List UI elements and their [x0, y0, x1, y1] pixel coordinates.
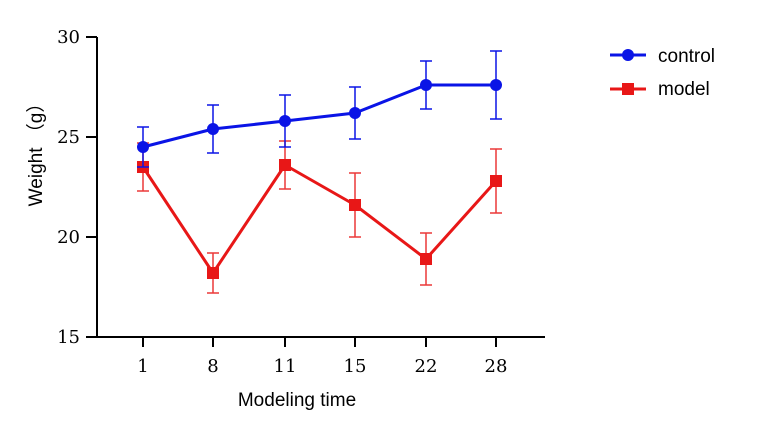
legend-control-label: control [658, 46, 715, 67]
control-point [420, 79, 432, 91]
legend-model-label: model [658, 79, 710, 100]
y-ticks: 15 20 25 30 [57, 27, 97, 348]
y-axis-title: Weight （g） [25, 94, 47, 207]
legend-item-model: model [610, 79, 710, 100]
control-point [137, 141, 149, 153]
legend: control model [610, 46, 715, 100]
model-point [420, 253, 432, 265]
model-point [490, 175, 502, 187]
model-point [349, 199, 361, 211]
control-line [142, 83, 496, 149]
model-point [279, 159, 291, 171]
legend-model-marker [622, 83, 634, 95]
x-tick-label: 22 [415, 356, 438, 377]
control-point [490, 79, 502, 91]
series-layer [137, 50, 502, 294]
x-tick-label: 11 [274, 356, 297, 377]
series-control [137, 50, 502, 168]
control-point [279, 115, 291, 127]
x-axis-title: Modeling time [238, 390, 356, 411]
y-tick-label: 30 [57, 27, 80, 48]
control-point [207, 123, 219, 135]
model-line [141, 163, 498, 275]
x-tick-label: 8 [207, 356, 218, 377]
axes [96, 37, 545, 338]
y-tick-label: 25 [57, 127, 80, 148]
y-tick-label: 15 [57, 327, 80, 348]
legend-item-control: control [610, 46, 715, 67]
series-model [137, 140, 502, 294]
legend-control-marker [622, 49, 634, 61]
x-tick-label: 1 [137, 356, 148, 377]
model-point [207, 267, 219, 279]
control-point [349, 107, 361, 119]
x-ticks: 1 8 11 15 22 28 [137, 337, 507, 377]
x-tick-label: 15 [344, 356, 367, 377]
y-tick-label: 20 [57, 227, 80, 248]
x-tick-label: 28 [485, 356, 508, 377]
